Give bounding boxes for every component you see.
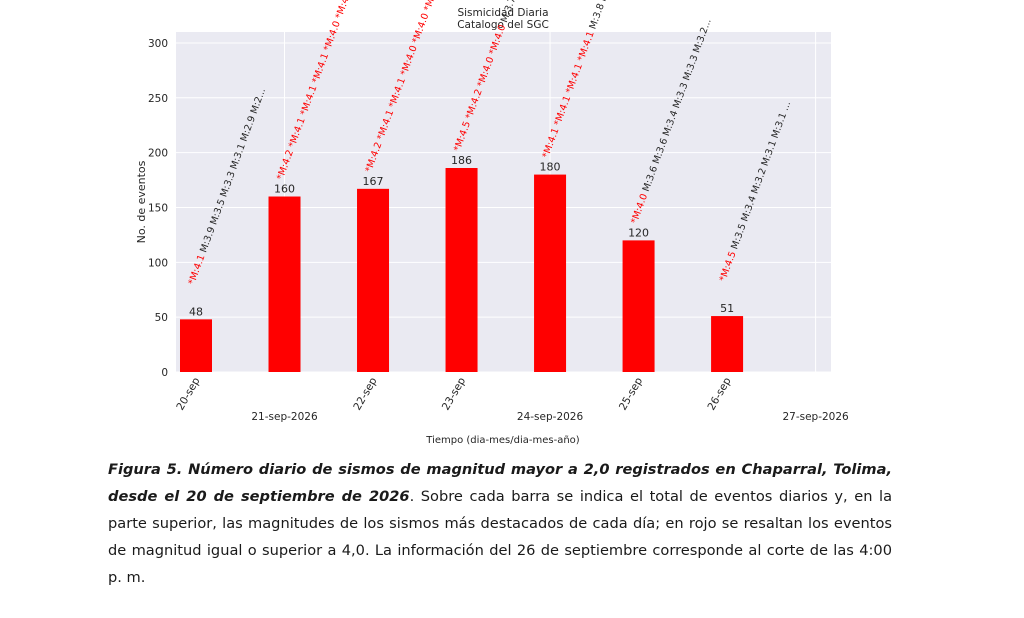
x-day-tick-label: 22-sep [351,375,379,412]
x-date-tick-label: 27-sep-2026 [782,411,849,423]
chart: Sismicidad Diaria Catalogo del SGC 48 160… [135,0,849,446]
x-day-tick-label: 23-sep [440,375,468,412]
bar-value-label: 180 [540,161,561,174]
x-axis-label: Tiempo (dia-mes/dia-mes-año) [425,435,580,446]
magnitude-red: *M:4.0 [422,0,444,13]
magnitude-red: *M:4.0 [334,0,356,20]
bar [180,319,212,372]
x-day-tick-label: 25-sep [617,375,645,412]
y-axis-label: No. de eventos [135,160,148,243]
bar-value-label: 167 [363,175,384,188]
chart-title: Sismicidad Diaria [457,7,548,19]
chart-subtitle: Catalogo del SGC [457,19,549,31]
bar-value-label: 160 [274,183,295,196]
bar [357,188,390,372]
magnitude-black: M:3.6 [598,0,618,3]
bar [445,168,478,372]
bar [534,174,567,372]
y-tick-label: 50 [155,312,168,324]
y-tick-label: 0 [161,367,168,379]
figure-caption: Figura 5. Número diario de sismos de mag… [108,456,892,591]
caption-text: . Sobre cada barra se indica el total de… [108,488,893,586]
bar-value-label: 51 [720,302,734,315]
y-tick-label: 100 [148,257,168,269]
caption-title: Figura 5. Número diario de sismos de mag… [108,461,892,505]
magnitude-black: M:3.8 [587,0,607,31]
y-tick-label: 250 [148,93,168,105]
y-tick-label: 200 [148,148,168,160]
x-date-tick-label: 24-sep-2026 [517,411,584,423]
bar-value-label: 186 [451,154,472,167]
x-date-tick-label: 21-sep-2026 [251,411,318,423]
bar-value-label: 120 [628,226,649,239]
bar [711,316,744,372]
x-day-tick-label: 20-sep [174,375,202,412]
magnitude-black: ... [780,100,793,112]
bar [622,240,655,372]
y-tick-label: 300 [148,38,168,50]
bar [268,196,301,372]
x-day-tick-label: 26-sep [705,375,733,412]
bar-value-label: 48 [189,305,203,318]
y-tick-label: 150 [148,202,168,214]
